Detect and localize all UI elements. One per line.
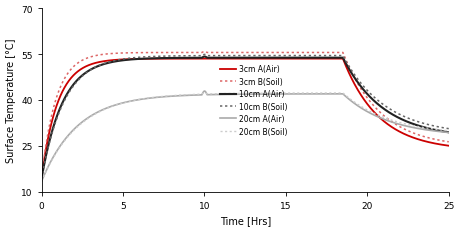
Line: 20cm B(Soil): 20cm B(Soil) [42,93,448,181]
20cm A(Air) [181,95,186,97]
20cm B(Soil) [445,130,451,133]
10cm B(Soil) [181,55,186,58]
20cm B(Soil) [287,92,293,95]
10cm A(Air) [39,177,45,180]
20cm A(Air) [202,90,207,93]
10cm B(Soil) [39,177,45,180]
3cm A(Air) [287,58,292,61]
20cm B(Soil) [369,112,374,114]
10cm B(Soil) [278,55,283,58]
3cm B(Soil) [278,52,283,55]
3cm B(Soil) [202,51,207,54]
10cm A(Air) [136,58,142,61]
Line: 10cm A(Air): 10cm A(Air) [42,57,448,178]
20cm A(Air) [39,180,45,183]
20cm B(Soil) [181,94,186,97]
3cm A(Air) [181,58,186,61]
3cm B(Soil) [288,52,294,55]
3cm A(Air) [369,109,374,112]
20cm A(Air) [287,93,293,96]
20cm A(Air) [136,99,142,101]
20cm B(Soil) [202,92,207,94]
10cm A(Air) [369,98,374,101]
10cm B(Soil) [445,128,451,131]
3cm A(Air) [445,145,451,147]
Line: 10cm B(Soil): 10cm B(Soil) [42,55,448,178]
Line: 3cm B(Soil): 3cm B(Soil) [42,52,448,177]
X-axis label: Time [Hrs]: Time [Hrs] [219,216,270,225]
3cm A(Air) [277,58,283,61]
10cm B(Soil) [288,55,294,58]
3cm A(Air) [339,58,345,61]
3cm A(Air) [136,58,142,61]
Legend: 3cm A(Air), 3cm B(Soil), 10cm A(Air), 10cm B(Soil), 20cm A(Air), 20cm B(Soil): 3cm A(Air), 3cm B(Soil), 10cm A(Air), 10… [216,62,290,139]
Line: 3cm A(Air): 3cm A(Air) [42,59,448,177]
3cm B(Soil) [287,52,293,55]
3cm B(Soil) [369,103,374,106]
10cm B(Soil) [202,54,207,57]
3cm B(Soil) [445,141,451,144]
Y-axis label: Surface Temperature [°C]: Surface Temperature [°C] [6,39,16,162]
Line: 20cm A(Air): 20cm A(Air) [42,92,448,181]
20cm A(Air) [369,113,374,116]
20cm A(Air) [445,131,451,134]
3cm A(Air) [39,175,45,178]
3cm B(Soil) [181,52,186,55]
10cm B(Soil) [369,94,374,97]
20cm B(Soil) [136,99,142,101]
10cm A(Air) [288,57,294,60]
10cm A(Air) [202,56,207,59]
20cm A(Air) [278,93,283,96]
20cm B(Soil) [278,92,283,95]
20cm B(Soil) [39,180,45,183]
10cm B(Soil) [287,55,293,58]
20cm B(Soil) [288,92,294,95]
3cm A(Air) [288,58,293,61]
3cm B(Soil) [39,175,45,178]
10cm B(Soil) [136,57,142,59]
3cm B(Soil) [136,52,142,55]
10cm A(Air) [445,131,451,134]
10cm A(Air) [181,57,186,60]
10cm A(Air) [278,57,283,60]
20cm A(Air) [288,93,294,96]
10cm A(Air) [287,57,293,60]
